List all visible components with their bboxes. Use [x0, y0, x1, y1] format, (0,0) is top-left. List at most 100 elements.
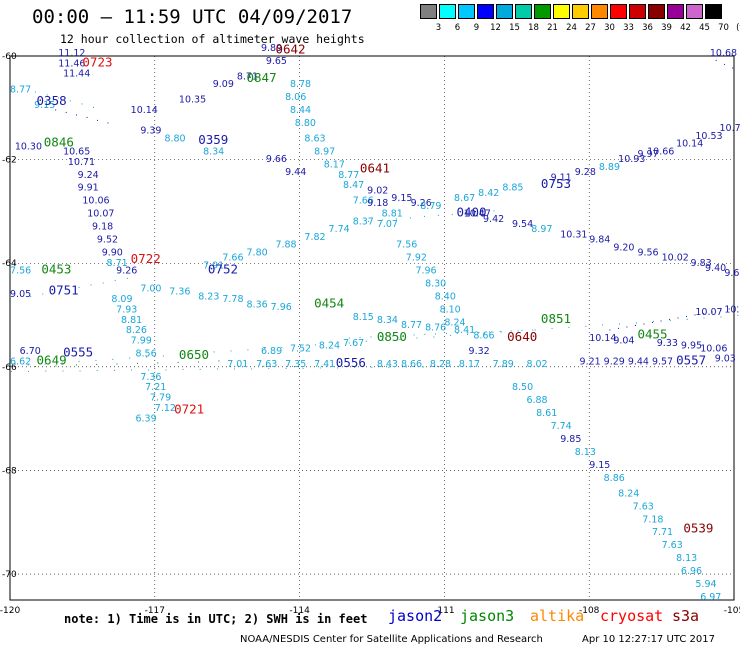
track-dot: . — [531, 324, 534, 334]
swh-label: 10.30 — [15, 141, 42, 152]
track-time-label: 0455 — [637, 326, 667, 341]
legend-label: 27 — [585, 23, 596, 33]
track-dot: . — [336, 361, 339, 371]
swh-label: 8.40 — [435, 292, 456, 303]
swh-label: 8.02 — [526, 359, 547, 370]
legend-swatch — [515, 4, 532, 19]
swh-label: 10.14 — [589, 333, 616, 344]
track-dot: . — [216, 363, 219, 373]
swh-label: 7.74 — [329, 224, 350, 235]
swh-label: 8.24 — [319, 341, 340, 352]
legend-label: 6 — [454, 23, 461, 33]
track-dot: . — [651, 316, 654, 326]
track-dot: . — [584, 320, 587, 330]
track-dot: . — [467, 326, 470, 336]
swh-label: 8.24 — [444, 317, 465, 328]
legend-swatch — [667, 4, 684, 19]
track-dot: . — [75, 359, 78, 369]
swh-label: 9.05 — [10, 289, 31, 300]
swh-label: 10.31 — [560, 229, 587, 240]
track-time-label: 0640 — [507, 329, 537, 344]
swh-label: 8.77 — [401, 320, 422, 331]
track-dot: . — [156, 356, 159, 366]
swh-label: 8.67 — [454, 193, 475, 204]
track-dot: . — [370, 361, 373, 371]
swh-label: 6.97 — [700, 592, 721, 603]
track-dot: . — [381, 214, 384, 224]
swh-label: 9.02 — [367, 185, 388, 196]
track-dot: . — [314, 339, 317, 349]
swh-label: 10.53 — [695, 131, 722, 142]
track-dot: . — [90, 279, 93, 289]
swh-label: 10.06 — [82, 196, 109, 207]
swh-label: 8.81 — [382, 209, 403, 220]
swh-label: 7.63 — [662, 540, 683, 551]
track-dot: . — [423, 210, 426, 220]
legend-swatch — [534, 4, 551, 19]
swh-label: 8.85 — [502, 183, 523, 194]
swh-label: 8.10 — [440, 304, 461, 315]
track-dot: . — [44, 101, 47, 111]
track-dot: . — [702, 307, 705, 317]
swh-label: 9.56 — [637, 247, 658, 258]
swh-label: 7.56 — [396, 240, 417, 251]
lat-tick-label: -60 — [2, 52, 17, 62]
track-dot: . — [652, 315, 655, 325]
track-dot: . — [534, 323, 537, 333]
track-time-label: 0555 — [63, 344, 93, 359]
swh-label: 8.13 — [575, 447, 596, 458]
lon-tick-label: -105 — [724, 606, 740, 616]
swh-label: 7.99 — [131, 336, 152, 347]
track-dot: . — [382, 334, 385, 344]
track-time-label: 0751 — [49, 282, 79, 297]
track-dot: . — [677, 311, 680, 321]
swh-label: 9.91 — [78, 183, 99, 194]
swh-label: 8.97 — [531, 224, 552, 235]
track-time-label: 0847 — [247, 70, 277, 85]
swh-label: 7.41 — [314, 359, 335, 370]
swh-label: 9.09 — [213, 79, 234, 90]
track-dot: . — [694, 308, 697, 318]
swh-label: 8.71 — [107, 258, 128, 269]
track-dot: . — [731, 62, 734, 72]
swh-label: 6.96 — [681, 566, 702, 577]
track-dot: . — [55, 359, 58, 369]
swh-label: 10.51 — [724, 304, 740, 315]
track-time-label: 0753 — [541, 176, 571, 191]
swh-label: 7.96 — [271, 302, 292, 313]
track-dot: . — [46, 88, 49, 98]
swh-label: 7.35 — [285, 359, 306, 370]
legend-label: 30 — [604, 23, 615, 33]
track-dot: . — [395, 212, 398, 222]
legend-swatch — [648, 4, 665, 19]
track-dot: . — [10, 360, 13, 370]
swh-label: 7.66 — [222, 253, 243, 264]
swh-label: 8.42 — [478, 188, 499, 199]
swh-label: 7.18 — [642, 514, 663, 525]
track-dot: . — [78, 355, 81, 365]
track-dot: . — [367, 215, 370, 225]
swh-label: 7.79 — [150, 393, 171, 404]
track-dot: . — [79, 364, 82, 374]
track-dot: . — [218, 355, 221, 365]
credit-text: NOAA/NESDIS Center for Satellite Applica… — [240, 634, 543, 645]
swh-label: 7.78 — [222, 294, 243, 305]
track-dot: . — [483, 327, 486, 337]
swh-label: 9.04 — [613, 336, 634, 347]
swh-label: 9.18 — [367, 198, 388, 209]
track-dot: . — [179, 348, 182, 358]
swh-label: 8.77 — [338, 170, 359, 181]
swh-label: 8.34 — [377, 315, 398, 326]
track-dot: . — [380, 330, 383, 340]
swh-label: 7.01 — [227, 359, 248, 370]
track-time-label: 0721 — [174, 401, 204, 416]
track-dot: . — [711, 305, 714, 315]
swh-label: 7.96 — [415, 266, 436, 277]
track-dot: . — [669, 314, 672, 324]
track-dot: . — [488, 325, 491, 335]
track-dot: . — [250, 362, 253, 372]
lat-tick-label: -66 — [2, 363, 17, 373]
track-dot: . — [69, 95, 72, 105]
swh-label: 6.39 — [135, 413, 156, 424]
track-time-label: 0650 — [179, 347, 209, 362]
